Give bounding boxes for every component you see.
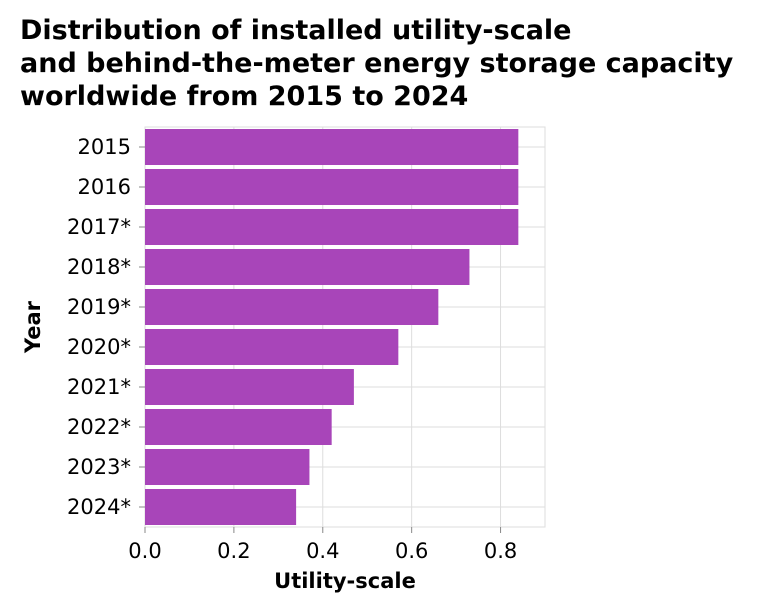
- bar-2021-proj: [145, 369, 354, 405]
- bar-2018-proj: [145, 249, 470, 285]
- x-tick-label: 0.0: [128, 539, 161, 563]
- y-tick-label: 2022*: [67, 415, 131, 439]
- y-tick-label: 2016: [78, 175, 131, 199]
- chart-title-line-2: and behind-the-meter energy storage capa…: [20, 48, 734, 79]
- x-tick-label: 0.2: [217, 539, 250, 563]
- y-axis-label: Year: [21, 300, 45, 354]
- bar-2022-proj: [145, 409, 332, 445]
- bar-2024-proj: [145, 489, 297, 525]
- y-tick-label: 2019*: [67, 295, 131, 319]
- bar-2020-proj: [145, 329, 399, 365]
- y-tick-label: 2021*: [67, 375, 131, 399]
- y-tick-label: 2020*: [67, 335, 131, 359]
- bar-2015: [145, 129, 519, 165]
- bars-group: [145, 129, 519, 525]
- x-tick-label: 0.8: [484, 539, 517, 563]
- chart-title: Distribution of installed utility-scale …: [20, 14, 770, 113]
- y-tick-label: 2015: [78, 135, 131, 159]
- x-tick-label: 0.4: [306, 539, 339, 563]
- y-tick-label: 2024*: [67, 495, 131, 519]
- bar-2023-proj: [145, 449, 310, 485]
- x-tick-label: 0.6: [395, 539, 428, 563]
- bar-2019-proj: [145, 289, 439, 325]
- x-axis-label: Utility-scale: [274, 569, 416, 593]
- chart-title-line-3: worldwide from 2015 to 2024: [20, 81, 469, 112]
- chart-title-line-1: Distribution of installed utility-scale: [20, 15, 572, 46]
- y-tick-label: 2023*: [67, 455, 131, 479]
- y-axis-ticks: 2015 2016 2017* 2018* 2019* 2020* 2021* 2022* 20…: [67, 135, 145, 519]
- y-tick-label: 2018*: [67, 255, 131, 279]
- bar-2016: [145, 169, 519, 205]
- y-tick-label: 2017*: [67, 215, 131, 239]
- bar-2017-proj: [145, 209, 519, 245]
- x-axis-ticks: 0.0 0.2 0.4 0.6 0.8: [128, 527, 517, 563]
